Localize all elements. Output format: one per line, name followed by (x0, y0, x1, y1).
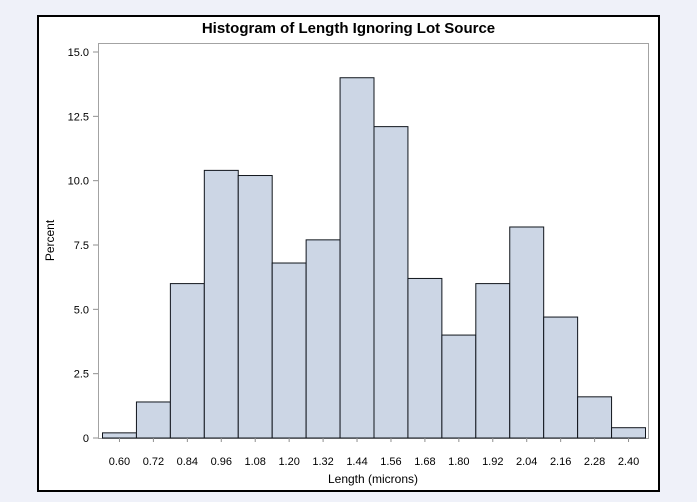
chart-title: Histogram of Length Ignoring Lot Source (201, 20, 496, 37)
x-tick-label: 0.96 (211, 456, 232, 468)
histogram-chart: 0 2.5 5.0 7.5 10.0 12.5 15.0 0.60 0.72 0.84 0.96 1.… (43, 43, 649, 486)
histogram-bar (441, 334, 477, 439)
histogram-bar (102, 432, 137, 439)
x-tick-label: 1.56 (380, 456, 401, 468)
histogram-bar (611, 427, 646, 439)
x-tick-label: 0.72 (143, 456, 164, 468)
x-tick-label: 0.84 (177, 456, 198, 468)
histogram-bar (577, 396, 613, 439)
y-axis-label: Percent (43, 219, 57, 261)
histogram-bar (339, 77, 375, 439)
histogram-bar (135, 401, 171, 439)
histogram-bar (203, 169, 239, 439)
y-tick-label: 12.5 (68, 111, 89, 123)
x-tick-label: 1.44 (346, 456, 367, 468)
y-tick-label: 0 (83, 433, 89, 445)
histogram-bar (475, 283, 511, 439)
x-tick-label: 0.60 (109, 456, 130, 468)
y-tick-label: 7.5 (74, 240, 89, 252)
y-tick-label: 10.0 (68, 176, 89, 188)
graph-window: Histogram of Length Ignoring Lot Source … (37, 15, 660, 492)
x-tick-label: 2.28 (584, 456, 605, 468)
histogram-bar (407, 277, 443, 439)
histogram-bar (305, 239, 341, 439)
x-tick-label: 1.92 (482, 456, 503, 468)
y-tick-label: 15.0 (68, 47, 89, 59)
x-tick-label: 1.68 (414, 456, 435, 468)
x-tick-label: 1.08 (245, 456, 266, 468)
histogram-bar (237, 175, 273, 439)
x-tick-label: 2.16 (550, 456, 571, 468)
y-tick-label: 2.5 (74, 369, 89, 381)
x-tick-label: 1.80 (448, 456, 469, 468)
histogram-bar (373, 126, 409, 439)
histogram-bar (543, 316, 579, 439)
x-tick-label: 1.20 (278, 456, 299, 468)
x-axis-label: Length (microns) (328, 472, 418, 486)
histogram-bar (509, 226, 545, 439)
histogram-bar (271, 262, 307, 439)
y-tick-label: 5.0 (74, 304, 89, 316)
histogram-bar (169, 283, 205, 439)
x-tick-label: 1.32 (312, 456, 333, 468)
x-tick-label: 2.04 (516, 456, 537, 468)
x-tick-label: 2.40 (618, 456, 639, 468)
